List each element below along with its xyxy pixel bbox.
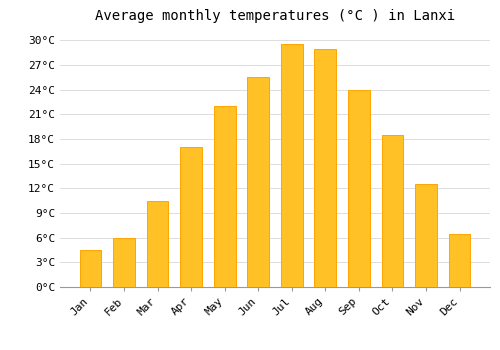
Bar (415, 184, 437, 287)
Bar (80, 250, 102, 287)
Bar (180, 147, 202, 287)
Bar (214, 106, 236, 287)
Bar (146, 201, 169, 287)
Bar (314, 49, 336, 287)
Bar (382, 135, 404, 287)
Bar (248, 77, 269, 287)
Bar (113, 238, 135, 287)
Bar (348, 90, 370, 287)
Bar (281, 44, 302, 287)
Title: Average monthly temperatures (°C ) in Lanxi: Average monthly temperatures (°C ) in La… (95, 9, 455, 23)
Bar (448, 233, 470, 287)
